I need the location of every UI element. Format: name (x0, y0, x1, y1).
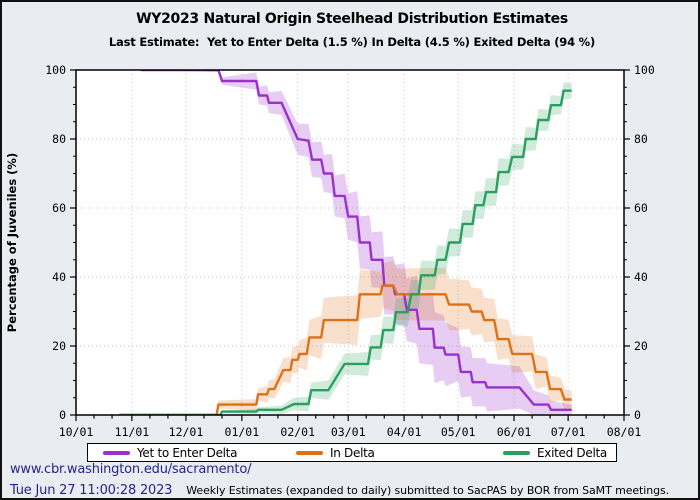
axis-ticks (70, 69, 630, 421)
svg-text:12/01: 12/01 (169, 425, 204, 439)
footer-status-line: Tue Jun 27 11:00:28 2023 Weekly Estimates… (10, 479, 669, 498)
weekly-estimates-note: Weekly Estimates (expanded to daily) sub… (186, 484, 669, 497)
confidence-band-in-delta (119, 260, 572, 415)
axis-tick-labels: 10/01 11/01 12/01 01/01 02/01 03/01 04/01 05/01… (45, 63, 655, 439)
legend-item-in-delta: In Delta (296, 444, 375, 461)
orange-line-swatch-icon (296, 450, 323, 455)
svg-text:60: 60 (634, 201, 648, 215)
purple-line-swatch-icon (103, 450, 130, 455)
series-line-exited-delta (119, 89, 572, 415)
svg-text:04/01: 04/01 (387, 425, 422, 439)
svg-text:11/01: 11/01 (115, 425, 150, 439)
svg-text:05/01: 05/01 (441, 425, 476, 439)
svg-text:01/01: 01/01 (225, 425, 260, 439)
series-line-in-delta (119, 284, 572, 415)
svg-text:40: 40 (52, 270, 66, 284)
svg-text:03/01: 03/01 (331, 425, 366, 439)
svg-text:07/01: 07/01 (551, 425, 586, 439)
svg-text:60: 60 (52, 201, 66, 215)
svg-text:80: 80 (52, 132, 66, 146)
svg-text:10/01: 10/01 (59, 425, 94, 439)
legend-label: In Delta (330, 445, 375, 460)
series-line-yet-to-enter-delta (140, 70, 572, 411)
svg-text:06/01: 06/01 (497, 425, 532, 439)
svg-text:0: 0 (634, 408, 641, 422)
chart-subtitle-last-estimate: Last Estimate: Yet to Enter Delta (1.5 %… (108, 35, 596, 49)
svg-text:100: 100 (45, 63, 66, 77)
svg-text:0: 0 (59, 408, 66, 422)
svg-text:02/01: 02/01 (280, 425, 315, 439)
svg-text:08/01: 08/01 (607, 425, 642, 439)
y-axis-title: Percentage of Juveniles (%) (5, 153, 19, 332)
sacramento-site-link[interactable]: www.cbr.washington.edu/sacramento/ (10, 462, 252, 477)
distribution-chart-plot: 10/01 11/01 12/01 01/01 02/01 03/01 04/01 05/01… (5, 63, 655, 439)
legend-label: Yet to Enter Delta (137, 445, 238, 460)
svg-text:40: 40 (634, 270, 648, 284)
legend-item-yet-to-enter-delta: Yet to Enter Delta (103, 444, 237, 461)
svg-text:80: 80 (634, 132, 648, 146)
generated-timestamp: Tue Jun 27 11:00:28 2023 (10, 483, 173, 498)
svg-text:20: 20 (52, 339, 66, 353)
page-title: WY2023 Natural Origin Steelhead Distribu… (136, 11, 568, 27)
chart-legend: Yet to Enter Delta In Delta Exited Delta (87, 443, 617, 462)
svg-text:100: 100 (634, 63, 655, 77)
svg-text:20: 20 (634, 339, 648, 353)
legend-label: Exited Delta (537, 445, 607, 460)
green-line-swatch-icon (503, 450, 530, 455)
legend-item-exited-delta: Exited Delta (503, 444, 607, 461)
